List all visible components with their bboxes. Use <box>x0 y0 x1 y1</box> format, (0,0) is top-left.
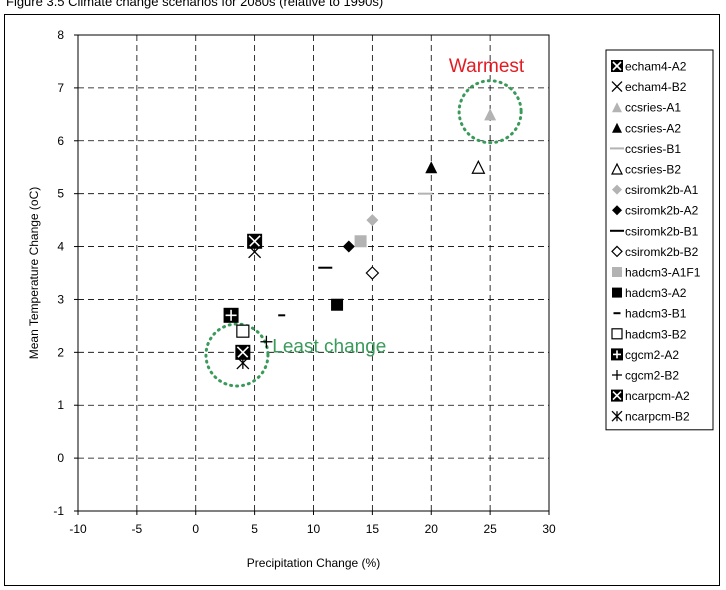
x-tick-label: 10 <box>307 522 321 536</box>
legend-marker-hadcm3-A2 <box>612 287 622 298</box>
legend-label: ccsries-A1 <box>625 101 681 115</box>
data-point-csiromk2b-B2 <box>365 266 380 280</box>
data-point-echam4-B2 <box>248 245 262 259</box>
legend-marker-ccsries-B2 <box>611 162 623 175</box>
legend-marker-echam4-A2 <box>611 60 623 72</box>
data-point-cgcm2-B2 <box>260 335 273 348</box>
warmest-circle <box>457 79 523 145</box>
data-point-csiromk2b-A2 <box>342 240 355 253</box>
chart-title: Figure 3.5 Climate change scenarios for … <box>6 0 384 9</box>
legend-label: ccsries-B1 <box>625 142 681 156</box>
x-tick-label: 30 <box>542 522 556 536</box>
legend-label: hadcm3-B2 <box>625 327 687 341</box>
legend-label: hadcm3-A1F1 <box>625 266 701 280</box>
legend-label: ncarpcm-B2 <box>625 410 690 424</box>
legend-label: cgcm2-A2 <box>625 348 679 362</box>
legend-label: csiromk2b-A2 <box>625 204 699 218</box>
legend-marker-hadcm3-B2 <box>611 328 623 340</box>
data-point-hadcm3-B2 <box>236 324 250 338</box>
legend-label: hadcm3-A2 <box>625 286 687 300</box>
least-change-circle <box>204 322 270 388</box>
y-tick-label: 6 <box>57 134 64 148</box>
legend-marker-cgcm2-A2 <box>611 348 623 361</box>
legend-label: ncarpcm-A2 <box>625 389 690 403</box>
legend-label: hadcm3-B1 <box>625 307 687 321</box>
x-tick-label: 15 <box>366 522 380 536</box>
y-tick-label: 4 <box>57 240 64 254</box>
y-tick-label: 0 <box>57 451 64 465</box>
y-tick-label: 1 <box>57 398 64 412</box>
data-point-echam4-A2 <box>247 233 263 249</box>
legend-marker-echam4-B2 <box>611 81 623 93</box>
data-point-csiromk2b-A1 <box>366 214 379 227</box>
y-tick-label: 7 <box>57 81 64 95</box>
legend-marker-ccsries-A1 <box>612 102 622 113</box>
legend-marker-hadcm3-A1F1 <box>612 267 622 277</box>
data-point-hadcm3-A2 <box>331 298 344 311</box>
x-axis-label: Precipitation Change (%) <box>247 556 380 570</box>
annotation-warmest: Warmest <box>449 56 525 77</box>
legend-label: ccsries-A2 <box>625 121 681 135</box>
data-point-ncarpcm-B2 <box>236 356 250 370</box>
legend-marker-csiromk2b-B2 <box>611 245 623 258</box>
x-tick-label: 0 <box>192 522 199 536</box>
y-tick-label: 2 <box>57 345 64 359</box>
data-point-hadcm3-A1F1 <box>354 235 367 248</box>
legend-marker-ncarpcm-A2 <box>611 389 623 402</box>
legend-label: echam4-A2 <box>625 60 687 74</box>
legend-label: csiromk2b-A1 <box>625 183 699 197</box>
legend-label: csiromk2b-B1 <box>625 224 699 238</box>
x-tick-label: 20 <box>425 522 439 536</box>
legend-marker-csiromk2b-A1 <box>612 184 622 195</box>
legend-marker-ccsries-A2 <box>612 122 622 133</box>
data-point-ccsries-B2 <box>471 159 486 174</box>
x-tick-label: 25 <box>483 522 497 536</box>
y-tick-label: 8 <box>57 28 64 42</box>
data-point-ncarpcm-A2 <box>235 344 251 360</box>
y-axis-label: Mean Temperature Change (oC) <box>27 187 41 360</box>
annotation-least-change: Least change <box>272 336 386 357</box>
legend-marker-csiromk2b-A2 <box>612 205 622 216</box>
legend-marker-cgcm2-B2 <box>612 370 622 380</box>
y-tick-label: 5 <box>57 187 64 201</box>
y-tick-label: 3 <box>57 292 64 306</box>
legend-marker-ncarpcm-B2 <box>611 410 623 422</box>
legend-label: ccsries-B2 <box>625 163 681 177</box>
x-tick-label: 5 <box>251 522 258 536</box>
legend-label: echam4-B2 <box>625 80 687 94</box>
legend-label: cgcm2-B2 <box>625 369 679 383</box>
chart-frame <box>4 14 720 586</box>
x-tick-label: -5 <box>132 522 143 536</box>
x-tick-label: -10 <box>69 522 87 536</box>
data-point-ccsries-A1 <box>484 108 497 121</box>
data-point-cgcm2-A2 <box>223 307 239 323</box>
legend-label: csiromk2b-B2 <box>625 245 699 259</box>
data-point-ccsries-A2 <box>425 161 438 174</box>
legend-box <box>605 49 714 431</box>
y-tick-label: -1 <box>53 504 64 518</box>
